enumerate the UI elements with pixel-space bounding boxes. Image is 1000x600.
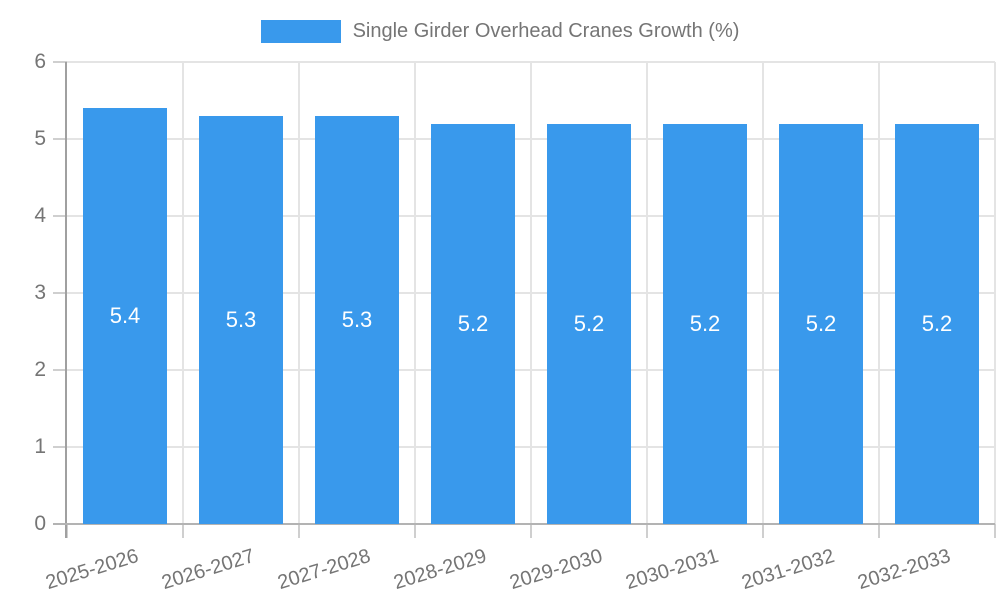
x-axis-tick-mark bbox=[646, 524, 648, 538]
bar bbox=[663, 123, 747, 524]
legend-swatch bbox=[260, 19, 341, 43]
x-axis-line bbox=[53, 523, 995, 525]
y-axis-tick-label: 6 bbox=[34, 50, 46, 73]
x-axis-tick-label: 2030-2031 bbox=[623, 545, 722, 595]
x-axis-tick-label: 2027-2028 bbox=[275, 545, 374, 595]
x-axis-tick-label: 2032-2033 bbox=[855, 545, 954, 595]
bar-value-label: 5.2 bbox=[573, 310, 605, 336]
gridline-vertical bbox=[530, 62, 532, 524]
y-axis-tick-label: 4 bbox=[34, 204, 46, 227]
y-axis-tick-mark bbox=[53, 61, 67, 63]
x-axis-tick-mark bbox=[994, 524, 996, 538]
x-axis-tick-label: 2026-2027 bbox=[159, 545, 258, 595]
y-axis-tick-label: 2 bbox=[34, 358, 46, 381]
y-axis-tick-mark bbox=[53, 369, 67, 371]
y-axis-tick-label: 3 bbox=[34, 281, 46, 304]
bar bbox=[431, 123, 515, 524]
gridline-vertical bbox=[994, 62, 996, 524]
bar-value-label: 5.2 bbox=[457, 310, 489, 336]
bar bbox=[895, 123, 979, 524]
bar-value-label: 5.2 bbox=[689, 310, 721, 336]
bar-value-label: 5.2 bbox=[805, 310, 837, 336]
bar-value-label: 5.4 bbox=[109, 303, 141, 329]
y-axis-tick-mark bbox=[53, 215, 67, 217]
y-axis-line bbox=[65, 62, 67, 538]
bar-value-label: 5.3 bbox=[225, 306, 257, 332]
y-axis-tick-mark bbox=[53, 292, 67, 294]
gridline-vertical bbox=[182, 62, 184, 524]
x-axis-tick-mark bbox=[530, 524, 532, 538]
x-axis-tick-mark bbox=[182, 524, 184, 538]
bar-value-label: 5.2 bbox=[921, 310, 953, 336]
gridline-vertical bbox=[878, 62, 880, 524]
y-axis-tick-mark bbox=[53, 446, 67, 448]
x-axis-tick-label: 2028-2029 bbox=[391, 545, 490, 595]
chart-legend[interactable]: Single Girder Overhead Cranes Growth (%) bbox=[0, 17, 1000, 45]
x-axis-tick-label: 2031-2032 bbox=[739, 545, 838, 595]
y-axis-tick-label: 1 bbox=[34, 435, 46, 458]
bar bbox=[199, 115, 283, 524]
y-axis-tick-label: 0 bbox=[34, 512, 46, 535]
x-axis-tick-mark bbox=[414, 524, 416, 538]
x-axis-tick-mark bbox=[878, 524, 880, 538]
x-axis-tick-label: 2029-2030 bbox=[507, 545, 606, 595]
bar-value-label: 5.3 bbox=[341, 306, 373, 332]
x-axis-tick-mark bbox=[298, 524, 300, 538]
x-axis-tick-label: 2025-2026 bbox=[43, 545, 142, 595]
x-axis-tick-mark bbox=[762, 524, 764, 538]
bar bbox=[83, 108, 167, 524]
x-axis-tick-mark bbox=[66, 524, 68, 538]
bar bbox=[315, 115, 399, 524]
y-axis-tick-label: 5 bbox=[34, 127, 46, 150]
gridline-vertical bbox=[762, 62, 764, 524]
gridline-vertical bbox=[646, 62, 648, 524]
bar bbox=[779, 123, 863, 524]
gridline-vertical bbox=[414, 62, 416, 524]
gridline-vertical bbox=[298, 62, 300, 524]
y-axis-tick-mark bbox=[53, 138, 67, 140]
legend-label: Single Girder Overhead Cranes Growth (%) bbox=[352, 19, 740, 42]
bar bbox=[547, 123, 631, 524]
